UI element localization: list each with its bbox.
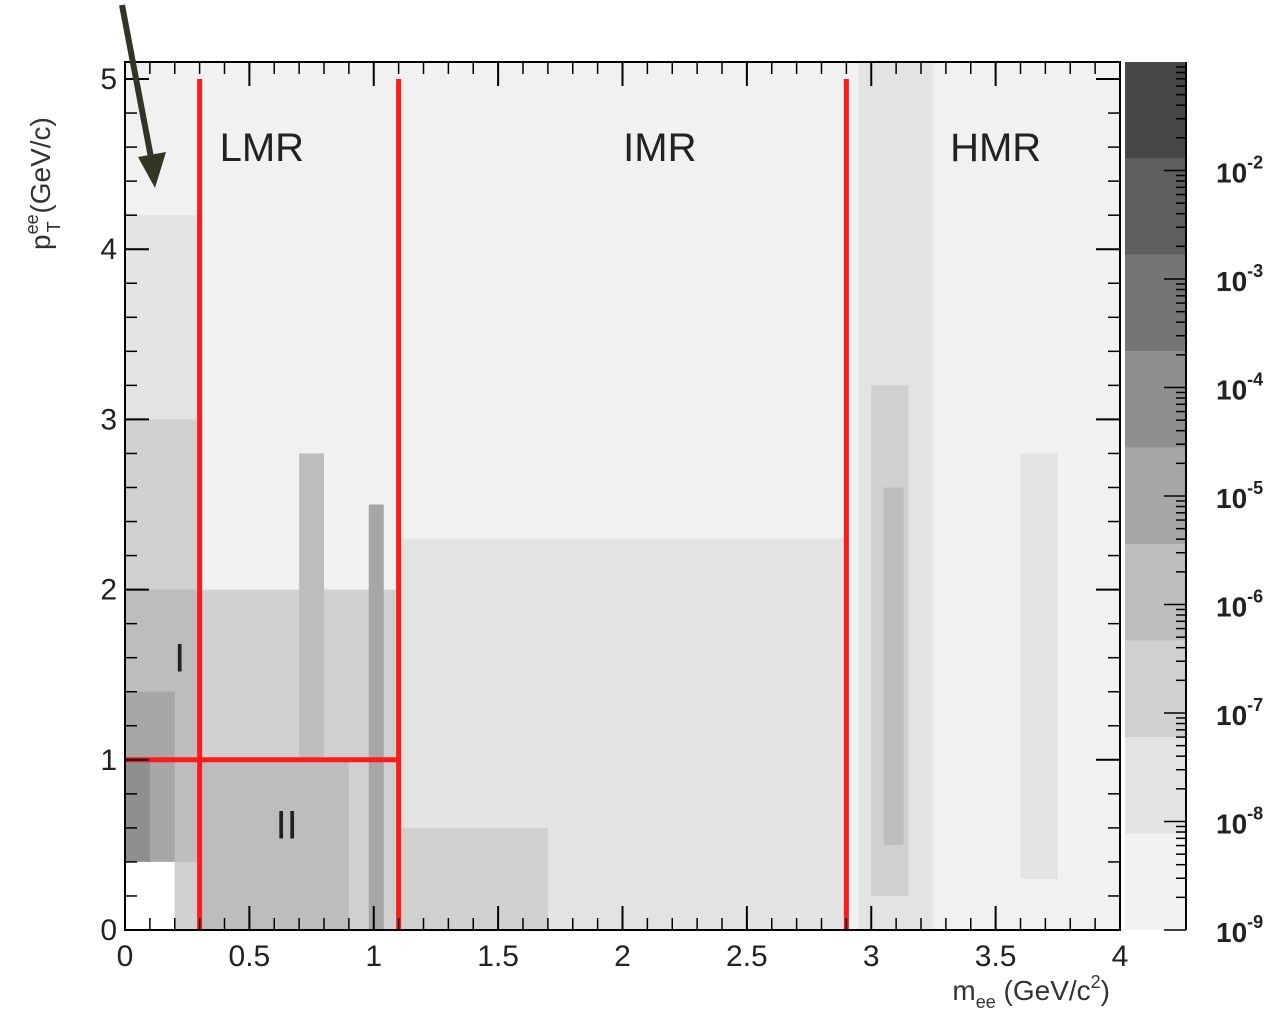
- color-bar-band: [1125, 254, 1186, 352]
- color-bar-band: [1125, 351, 1186, 448]
- color-bar-label: 10-2: [1216, 153, 1263, 189]
- region-lines: [125, 79, 849, 930]
- color-bar-band: [1125, 640, 1186, 738]
- color-bar-label: 10-9: [1216, 912, 1263, 948]
- x-tick-label: 4: [1112, 940, 1129, 973]
- heatmap-cell: [883, 487, 904, 845]
- axis-ticks: 0 0.5 1 1.5 2 2.5 3 3.5 4 0 1 2 3 4 5: [100, 62, 1128, 973]
- heatmap-cell: [368, 504, 384, 930]
- color-bar-label: 10-6: [1216, 587, 1263, 623]
- x-tick-label: 0: [117, 940, 134, 973]
- x-tick-label: 3.5: [975, 940, 1017, 973]
- heatmap-layer: [125, 62, 1120, 931]
- color-bar-label: 10-4: [1216, 370, 1263, 406]
- color-bar-band: [1125, 544, 1186, 641]
- y-tick-label: 1: [100, 744, 117, 777]
- color-bar-band: [1125, 62, 1186, 159]
- heatmap-cell: [398, 827, 548, 930]
- x-tick-label: 2.5: [726, 940, 768, 973]
- heatmap-cell: [199, 759, 349, 930]
- x-axis-label: mee (GeV/c2): [952, 972, 1110, 1012]
- annotation-arrow: [119, 4, 166, 188]
- x-tick-label: 2: [614, 940, 631, 973]
- color-bar-band: [1125, 737, 1186, 834]
- heatmap-cell: [299, 453, 324, 930]
- color-bar-band: [1125, 833, 1186, 930]
- region-label: I: [174, 637, 185, 681]
- region-label: LMR: [220, 126, 304, 170]
- region-label: IMR: [623, 126, 696, 170]
- heatmap-cell: [125, 759, 150, 862]
- color-bar-label: 10-7: [1216, 695, 1263, 731]
- y-tick-label: 0: [100, 914, 117, 947]
- y-tick-label: 3: [100, 403, 117, 436]
- y-axis-label: pee T (GeV/c): [22, 117, 64, 250]
- color-bar-label: 10-8: [1216, 804, 1263, 840]
- color-bar-band: [1125, 158, 1186, 255]
- x-tick-label: 1: [365, 940, 382, 973]
- heatmap-cell: [1020, 453, 1058, 879]
- x-tick-label: 0.5: [229, 940, 271, 973]
- color-bar-label: 10-5: [1216, 478, 1263, 514]
- x-tick-label: 1.5: [477, 940, 519, 973]
- region-label: HMR: [950, 126, 1041, 170]
- region-label: II: [276, 803, 298, 847]
- y-tick-label: 2: [100, 574, 117, 607]
- color-bar: 10-9 10-8 10-7 10-6 10-5 10-4 10-3 10-2: [1125, 62, 1263, 948]
- y-tick-label: 4: [100, 233, 117, 266]
- y-tick-label: 5: [100, 63, 117, 96]
- color-bar-label: 10-3: [1216, 261, 1263, 297]
- x-tick-label: 3: [863, 940, 880, 973]
